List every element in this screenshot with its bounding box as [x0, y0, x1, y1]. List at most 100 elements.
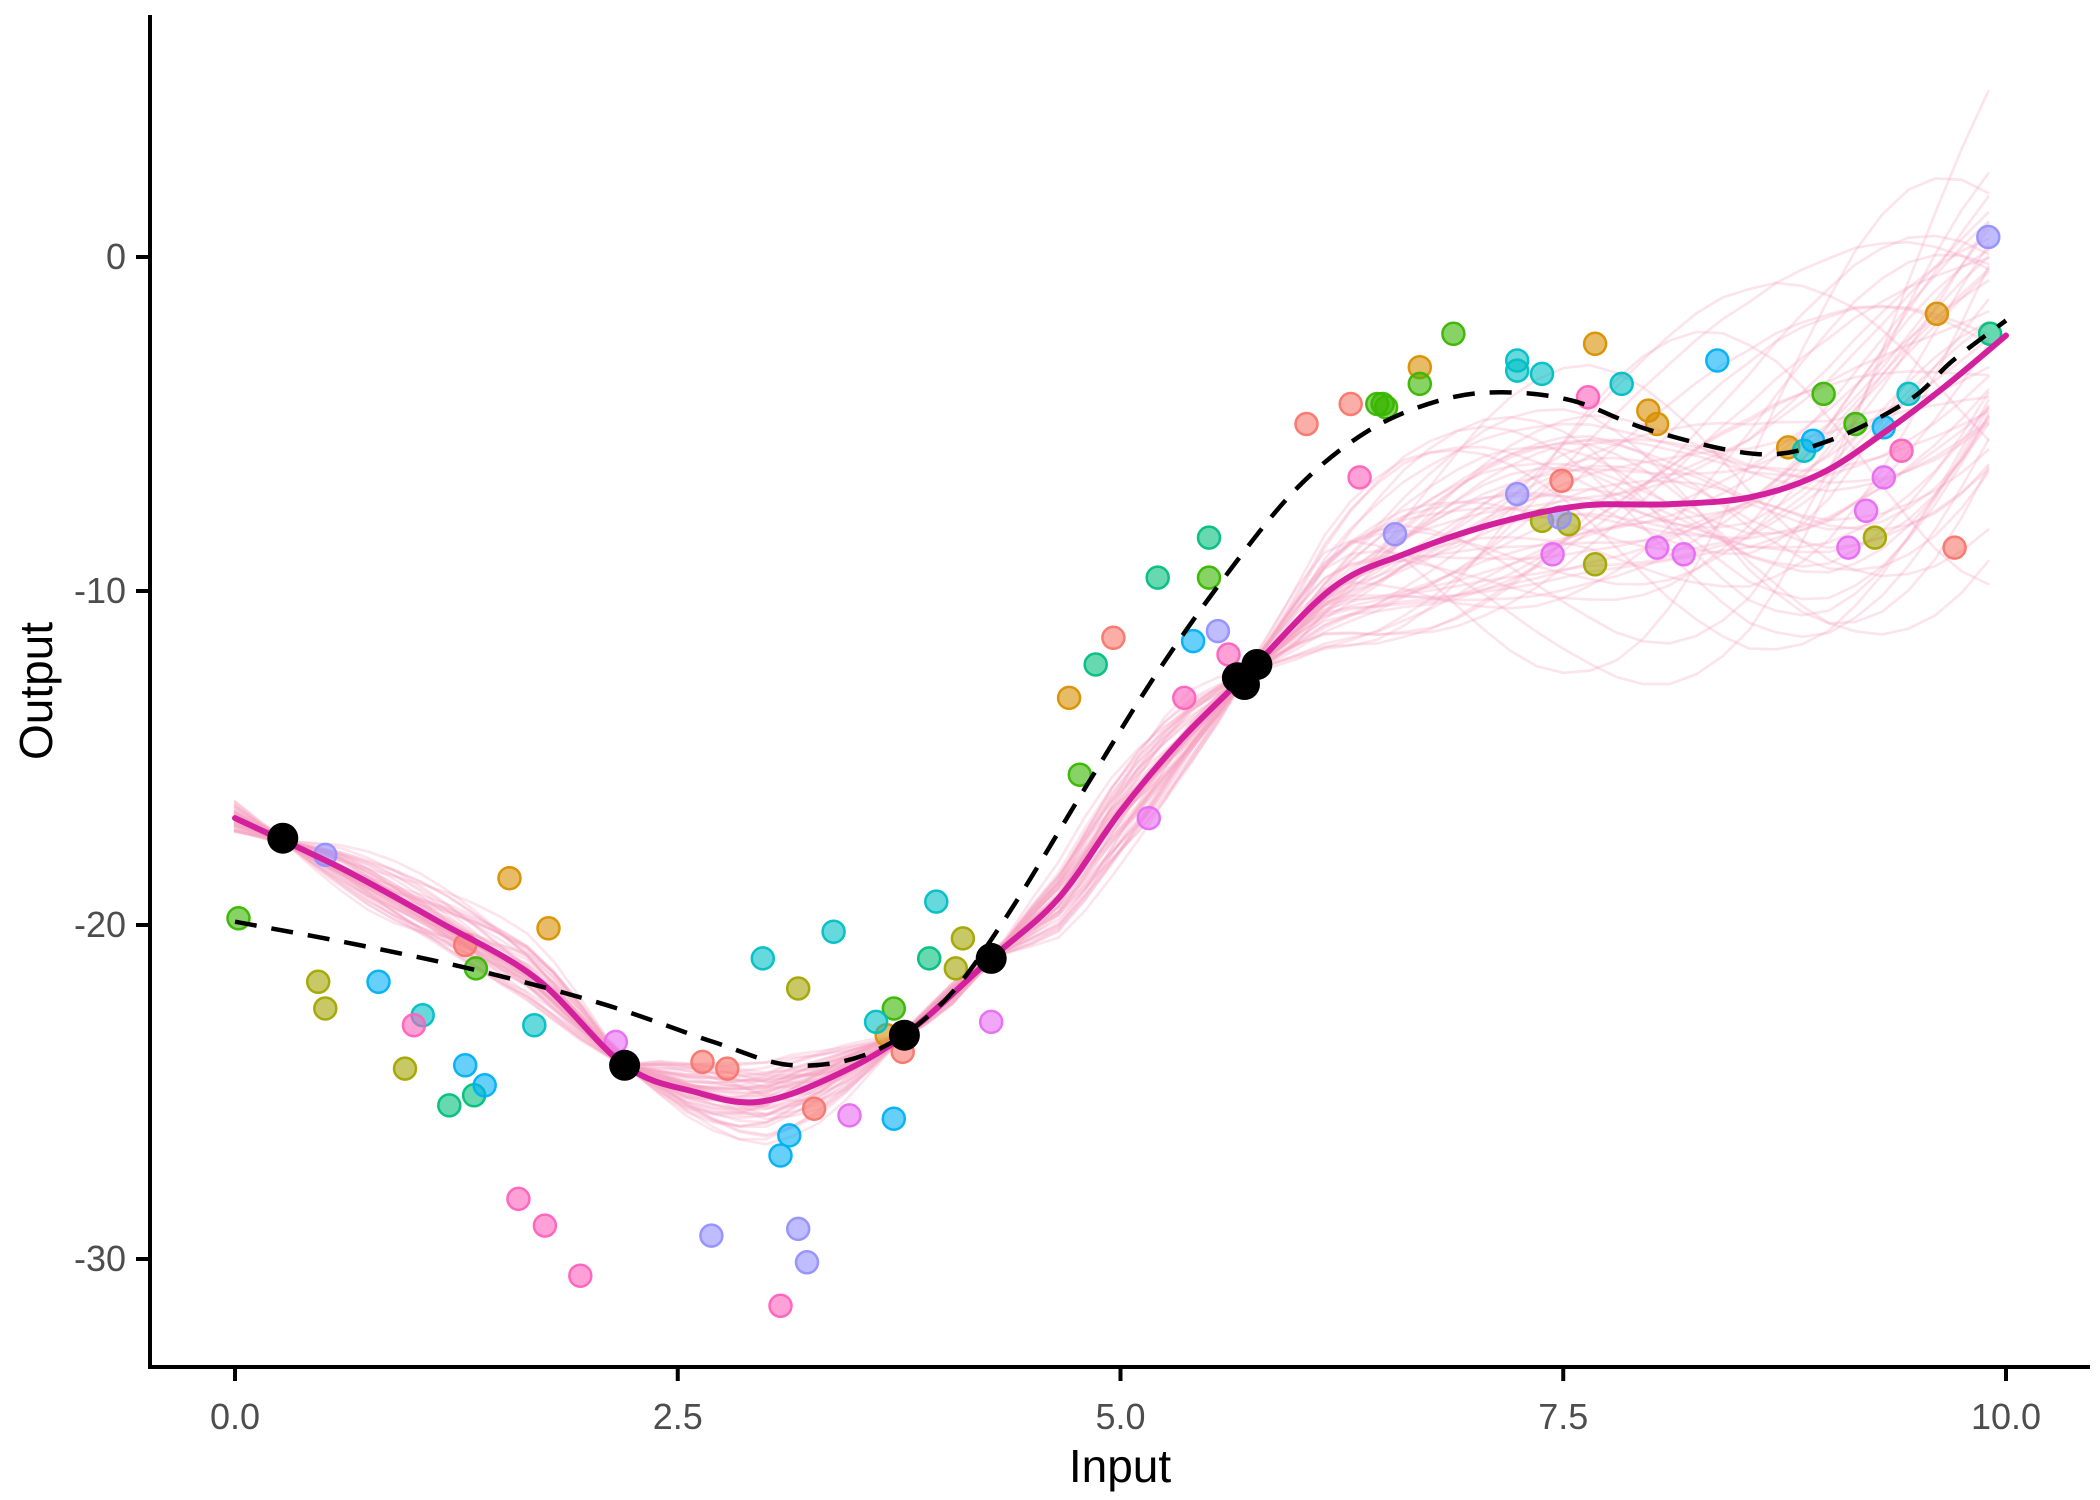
posterior-mean-curve — [232, 332, 2009, 1106]
posterior-draw-curve — [233, 243, 1990, 1101]
y-tick-label: -30 — [74, 1238, 126, 1279]
data-point-orchid — [837, 1103, 862, 1128]
posterior-draw-curve — [233, 255, 1990, 1124]
data-point-coral — [1338, 391, 1363, 417]
posterior-draw-curve — [233, 268, 1990, 1120]
data-point-periwinkle — [785, 1216, 811, 1242]
posterior-draw-curve — [233, 279, 1990, 1128]
data-point-orchid — [1871, 465, 1897, 490]
posterior-draw-curve — [233, 321, 1990, 1078]
posterior-draw-curve — [233, 342, 1990, 1074]
posterior-draw-curve — [233, 253, 1990, 1137]
data-point-sky — [452, 1053, 478, 1078]
data-point-olive — [392, 1056, 418, 1081]
observed-point — [1241, 649, 1273, 680]
data-point-sky — [777, 1123, 802, 1148]
y-axis-title: Output — [10, 622, 62, 760]
data-point-green — [881, 996, 907, 1021]
data-point-teal — [522, 1012, 547, 1038]
posterior-draw-curve — [233, 337, 1990, 1116]
data-point-pink — [401, 1012, 427, 1038]
posterior-draw-curve — [233, 441, 1990, 1108]
observed-point — [609, 1049, 641, 1081]
data-point-coral — [715, 1056, 740, 1081]
data-point-spring — [437, 1093, 462, 1118]
data-point-olive — [785, 976, 811, 1001]
data-point-spring — [1196, 525, 1222, 550]
data-point-pink — [532, 1213, 558, 1238]
posterior-draw-curve — [233, 304, 1990, 1088]
observed-points-layer — [267, 649, 1273, 1081]
data-point-orange — [1056, 685, 1082, 711]
x-axis-title: Input — [1069, 1440, 1172, 1492]
data-point-coral — [1294, 411, 1319, 437]
data-point-coral — [801, 1096, 827, 1121]
data-point-spring — [1145, 565, 1170, 590]
data-point-pink — [1889, 438, 1914, 463]
x-tick-label: 5.0 — [1095, 1396, 1145, 1437]
data-point-pink — [1172, 685, 1197, 711]
data-point-orchid — [1540, 542, 1565, 567]
posterior-draw-curve — [233, 265, 1990, 1091]
data-point-spring — [916, 946, 942, 971]
posterior-draw-curve — [233, 425, 1990, 1097]
data-point-periwinkle — [1504, 481, 1530, 507]
posterior-draw-curve — [233, 177, 1990, 1102]
data-point-pink — [568, 1263, 593, 1288]
posterior-draw-curve — [233, 228, 1990, 1084]
axes: 0 -10 -20 -30 0.0 2.5 5.0 7.5 10.0 — [74, 15, 2090, 1437]
posterior-draw-curve — [233, 320, 1990, 1111]
data-point-olive — [950, 926, 976, 951]
posterior-draw-curve — [233, 256, 1990, 1098]
data-point-olive — [313, 996, 338, 1021]
y-tick-label: -20 — [74, 904, 126, 945]
data-point-orchid — [1136, 805, 1162, 831]
x-tick-label: 7.5 — [1538, 1396, 1588, 1437]
data-point-olive — [305, 969, 331, 995]
x-tick-label: 10.0 — [1971, 1396, 2041, 1437]
posterior-draw-curve — [233, 375, 1990, 1095]
posterior-draw-curve — [233, 363, 1990, 1099]
data-point-orange — [536, 916, 561, 941]
data-point-teal — [1609, 371, 1634, 397]
posterior-draw-curve — [233, 240, 1990, 1071]
data-point-pink — [1216, 642, 1241, 667]
x-tick-label: 2.5 — [653, 1396, 703, 1437]
y-tick-label: 0 — [106, 236, 126, 277]
data-point-orchid — [1644, 535, 1670, 560]
posterior-draw-curve — [233, 89, 1990, 1118]
data-point-teal — [821, 919, 846, 944]
data-point-coral — [690, 1049, 715, 1075]
data-point-teal — [1504, 358, 1530, 383]
data-point-coral — [1549, 468, 1574, 494]
data-point-teal — [1529, 361, 1555, 387]
data-point-sky — [472, 1073, 497, 1098]
true-function-curve — [234, 318, 2008, 1068]
observed-point — [888, 1019, 920, 1051]
data-point-periwinkle — [794, 1250, 820, 1275]
data-point-orchid — [1853, 498, 1879, 524]
data-point-orange — [1582, 331, 1608, 357]
data-point-olive — [1582, 552, 1608, 577]
data-point-orchid — [1671, 542, 1696, 567]
data-point-pink — [1347, 465, 1372, 490]
data-point-sky — [768, 1143, 793, 1168]
data-point-spring — [1977, 321, 2003, 347]
posterior-draw-curve — [233, 404, 1990, 1128]
data-point-green — [1811, 381, 1836, 407]
posterior-draws-layer — [233, 89, 1990, 1146]
observed-point — [975, 942, 1007, 974]
posterior-draw-curve — [233, 438, 1990, 1081]
posterior-draw-curve — [233, 211, 1990, 1067]
x-tick-label: 0.0 — [210, 1396, 260, 1437]
data-point-pink — [768, 1293, 793, 1319]
posterior-draw-curve — [233, 388, 1990, 1111]
data-point-orange — [497, 865, 522, 891]
data-point-sky — [366, 969, 391, 995]
data-point-orange — [1924, 301, 1950, 327]
data-point-green — [1196, 565, 1222, 590]
data-point-sky — [1180, 628, 1206, 654]
data-point-sky — [1800, 428, 1826, 453]
data-point-teal — [924, 889, 949, 914]
